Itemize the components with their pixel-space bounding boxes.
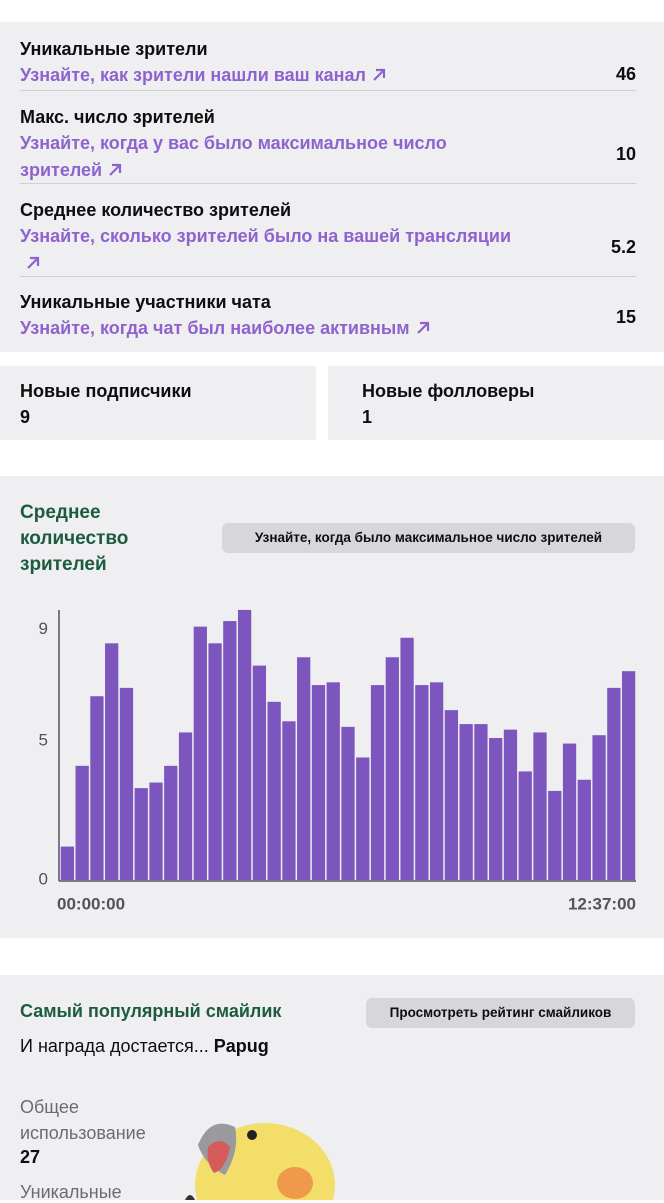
bar: [370, 685, 385, 880]
bar: [282, 721, 296, 880]
y-tick-label: 5: [39, 730, 48, 749]
card: Новые подписчики 9: [0, 366, 316, 440]
x-tick-label: 00:00:00: [57, 894, 125, 913]
stat-link[interactable]: Узнайте, как зрители нашли ваш канал: [20, 62, 530, 89]
stat-value: 46: [615, 64, 636, 84]
stat-link[interactable]: Узнайте, когда у вас было максимальное ч…: [20, 130, 530, 184]
bar: [459, 724, 473, 880]
chart-title: Среднее количество зрителей: [20, 502, 129, 575]
y-tick-label: 9: [39, 619, 48, 638]
stat-link[interactable]: Узнайте, когда чат был наиболее активным: [20, 315, 530, 342]
bar: [474, 724, 488, 880]
bar: [592, 735, 606, 880]
stat-value: 15: [615, 307, 636, 327]
award-line: И награда достается... Papug: [20, 1036, 269, 1057]
bar: [400, 637, 414, 880]
bar: [311, 685, 326, 880]
emote-image: [185, 1123, 335, 1200]
bar: [193, 626, 207, 880]
bar: [607, 687, 621, 880]
y-tick-label: 0: [39, 869, 48, 888]
bar: [164, 765, 178, 880]
stat-title: Макс. число зрителей: [20, 107, 215, 127]
total-label: Общее использование: [20, 1097, 146, 1143]
x-tick-label: 12:37:00: [568, 894, 636, 913]
divider: [20, 276, 636, 277]
bar: [518, 771, 532, 880]
bar: [90, 696, 104, 880]
stats-panel: Уникальные зрители Узнайте, как зрители …: [0, 22, 664, 352]
emoji-panel: Самый популярный смайлик Просмотреть рей…: [0, 975, 664, 1202]
emote-name: Papug: [213, 1036, 269, 1056]
bar: [119, 687, 134, 880]
stat-row: Макс. число зрителей Узнайте, когда у ва…: [20, 104, 636, 184]
total-value: 27: [20, 1147, 41, 1167]
bar: [533, 732, 547, 880]
stat-link[interactable]: Узнайте, сколько зрителей было на вашей …: [20, 223, 530, 277]
stat-value: 10: [615, 144, 636, 164]
bar: [548, 790, 562, 880]
award-text: И награда достается...: [20, 1036, 209, 1056]
bar: [577, 779, 591, 880]
bar: [415, 685, 429, 880]
bar: [297, 657, 311, 880]
bar: [252, 665, 267, 880]
bar: [149, 782, 163, 880]
stat-row: Уникальные участники чата Узнайте, когда…: [20, 289, 636, 342]
bar: [385, 657, 399, 880]
bar: [178, 732, 193, 880]
arrow-icon: [416, 321, 429, 334]
bar: [489, 738, 503, 880]
bar: [444, 710, 459, 880]
link-text[interactable]: Узнайте, как зрители нашли ваш канал: [20, 65, 366, 85]
unique-label: Уникальные: [20, 1182, 122, 1202]
card-title: Новые подписчики: [20, 381, 192, 401]
arrow-icon: [109, 163, 122, 176]
card-title: Новые фолловеры: [362, 381, 535, 401]
stat-title: Уникальные зрители: [20, 39, 208, 59]
card-value: 9: [20, 407, 31, 427]
stat-row: Среднее количество зрителей Узнайте, ско…: [20, 197, 636, 277]
bar: [341, 726, 355, 880]
chart-panel: Среднее количество зрителей Узнайте, ког…: [0, 476, 664, 938]
bar: [134, 788, 148, 880]
stat-title: Уникальные участники чата: [20, 292, 271, 312]
link-text[interactable]: Узнайте, когда чат был наиболее активным: [20, 318, 410, 338]
bar: [356, 757, 370, 880]
bar: [503, 729, 518, 880]
bar: [429, 682, 444, 880]
card: Новые фолловеры 1: [328, 366, 664, 440]
bar: [223, 621, 237, 880]
chart-button[interactable]: Узнайте, когда было максимальное число з…: [222, 523, 635, 553]
stat-row: Уникальные зрители Узнайте, как зрители …: [20, 36, 636, 89]
bar: [60, 846, 75, 880]
bar: [267, 701, 281, 880]
divider: [20, 183, 636, 184]
stat-value: 5.2: [610, 237, 636, 257]
bar: [75, 765, 89, 880]
bar: [621, 671, 636, 880]
bar: [237, 609, 252, 880]
emoji-title: Самый популярный смайлик: [20, 1001, 282, 1021]
emoji-button[interactable]: Просмотреть рейтинг смайликов: [366, 998, 635, 1028]
chart: 0 5 9 00:00:00 12:37:00: [39, 609, 636, 913]
link-text[interactable]: Узнайте, сколько зрителей было на вашей …: [20, 226, 512, 246]
bar: [208, 643, 222, 880]
bar: [326, 682, 340, 880]
card-value: 1: [362, 407, 373, 427]
divider: [20, 90, 636, 91]
bar: [105, 643, 119, 880]
stat-title: Среднее количество зрителей: [20, 200, 292, 220]
link-text[interactable]: Узнайте, когда у вас было максимальное ч…: [20, 133, 447, 180]
bar: [562, 743, 577, 880]
arrow-icon: [373, 68, 386, 81]
arrow-icon: [27, 256, 40, 269]
